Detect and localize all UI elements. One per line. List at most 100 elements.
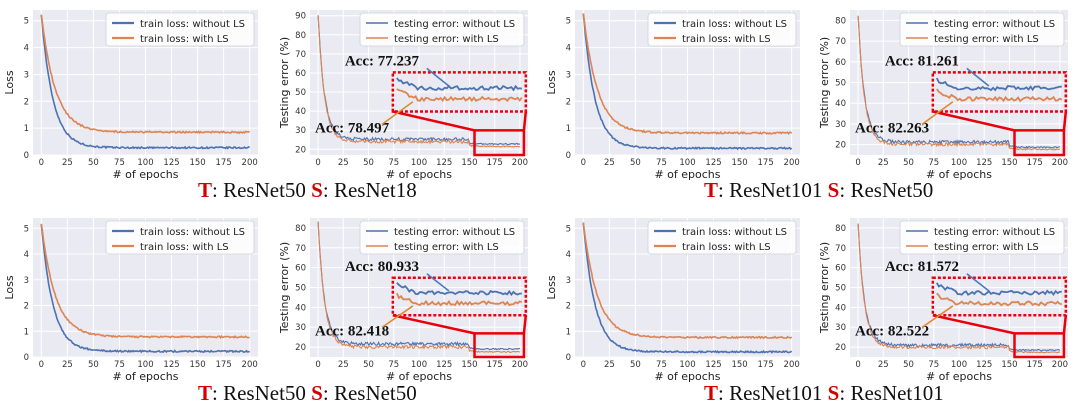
x-tick-label: 200 xyxy=(784,360,800,370)
y-tick-label: 80 xyxy=(295,224,306,234)
y-tick-label: 40 xyxy=(295,303,306,313)
accuracy-label-without-ls: Acc: 77.237 xyxy=(345,53,420,69)
caption-3-teacher-tag: T xyxy=(198,381,213,405)
zoom-inset-series-1 xyxy=(396,77,522,92)
y-axis-label: Testing error (%) xyxy=(278,37,291,129)
annotation-arrow-orange xyxy=(381,305,414,329)
x-tick-label: 50 xyxy=(88,158,99,168)
legend-label: testing error: without LS xyxy=(394,227,515,238)
x-tick-label: 100 xyxy=(137,360,153,370)
y-tick-label: 60 xyxy=(295,69,306,79)
x-tick-label: 75 xyxy=(388,360,399,370)
y-tick-label: 2 xyxy=(566,302,571,312)
x-tick-label: 150 xyxy=(189,360,205,370)
zoom-inset-series-1 xyxy=(396,282,522,297)
zoom-inset-box xyxy=(931,71,1068,113)
x-axis-label: # of epochs xyxy=(654,370,720,383)
caption-4: T: ResNet101 S: ResNet101 xyxy=(704,381,944,406)
zoom-inset-box xyxy=(391,276,528,317)
x-tick-label: 150 xyxy=(731,158,747,168)
y-tick-label: 40 xyxy=(835,99,846,109)
annotation-arrow-orange xyxy=(381,101,414,125)
x-tick-label: 75 xyxy=(928,158,939,168)
caption-1-teacher-text: : ResNet50 xyxy=(212,178,312,202)
annotation-arrow-orange xyxy=(921,305,954,329)
y-tick-label: 50 xyxy=(295,284,306,294)
caption-4-teacher-text: : ResNet101 xyxy=(718,381,828,405)
y-tick-label: 30 xyxy=(835,323,846,333)
chart-panel-5: 0 25 50 75 100 125 150 175 200 0 1 2 3 4 5 # of epochs L… xyxy=(3,218,258,383)
x-tick-label: 25 xyxy=(878,360,889,370)
x-axis-label: # of epochs xyxy=(386,370,452,383)
accuracy-label-with-ls: Acc: 78.497 xyxy=(315,120,390,136)
y-tick-label: 60 xyxy=(295,264,306,274)
zoom-inset-series-1 xyxy=(935,77,1062,92)
x-tick-label: 150 xyxy=(189,158,205,168)
x-tick-label: 200 xyxy=(512,360,528,370)
x-tick-label: 100 xyxy=(679,158,695,168)
y-tick-label: 4 xyxy=(24,250,29,260)
x-tick-label: 25 xyxy=(878,158,889,168)
x-tick-label: 175 xyxy=(758,158,774,168)
zoom-inset-series-1 xyxy=(936,282,1062,297)
legend-label: testing error: with LS xyxy=(934,242,1039,253)
x-axis-label: # of epochs xyxy=(926,168,992,181)
y-tick-label: 5 xyxy=(24,17,29,27)
x-tick-label: 75 xyxy=(114,158,125,168)
x-tick-label: 100 xyxy=(137,158,153,168)
zoom-source-box xyxy=(1013,332,1066,359)
series-line-2 xyxy=(317,221,520,354)
y-tick-label: 20 xyxy=(295,343,306,353)
zoom-source-box xyxy=(1013,129,1066,157)
series-line-2 xyxy=(317,15,521,148)
x-tick-label: 50 xyxy=(903,360,914,370)
y-axis-label: Testing error (%) xyxy=(278,242,291,334)
x-tick-label: 125 xyxy=(436,360,452,370)
legend-label: train loss: with LS xyxy=(140,34,229,45)
x-tick-label: 125 xyxy=(705,158,721,168)
legend-box xyxy=(647,220,797,255)
zoom-source-box xyxy=(473,332,526,359)
accuracy-label-with-ls: Acc: 82.418 xyxy=(315,323,389,339)
annotation-arrow-blue xyxy=(966,273,990,292)
x-axis-label: # of epochs xyxy=(654,168,720,181)
y-tick-label: 1 xyxy=(24,124,29,134)
x-tick-label: 175 xyxy=(758,360,774,370)
accuracy-label-with-ls: Acc: 82.522 xyxy=(855,323,929,339)
y-tick-label: 1 xyxy=(566,327,571,337)
y-tick-label: 40 xyxy=(835,303,846,313)
x-tick-label: 25 xyxy=(604,360,615,370)
caption-3: T: ResNet50 S: ResNet50 xyxy=(198,381,417,406)
y-tick-label: 60 xyxy=(835,58,846,68)
x-tick-label: 100 xyxy=(411,360,427,370)
y-tick-label: 1 xyxy=(566,124,571,134)
y-tick-label: 2 xyxy=(24,302,29,312)
x-tick-label: 100 xyxy=(951,360,967,370)
zoom-source-box xyxy=(473,129,526,157)
y-tick-label: 20 xyxy=(835,343,846,353)
legend-label: testing error: without LS xyxy=(934,19,1055,30)
y-tick-label: 3 xyxy=(24,276,29,286)
x-axis-label: # of epochs xyxy=(386,168,452,181)
chart-panel-1: 0 25 50 75 100 125 150 175 200 0 1 2 3 4 5 # of epochs L… xyxy=(3,10,258,181)
y-tick-label: 70 xyxy=(295,244,306,254)
x-tick-label: 75 xyxy=(114,360,125,370)
series-line-1 xyxy=(40,14,250,150)
x-tick-label: 175 xyxy=(487,158,503,168)
y-tick-label: 3 xyxy=(566,70,571,80)
x-tick-label: 25 xyxy=(62,158,73,168)
y-tick-label: 3 xyxy=(24,70,29,80)
series-line-2 xyxy=(857,223,1061,354)
zoom-inset-box xyxy=(931,276,1068,317)
x-tick-label: 125 xyxy=(163,158,179,168)
y-tick-label: 20 xyxy=(835,141,846,151)
chart-panel-8: 0 25 50 75 100 125 150 175 200 20 30 40 50 60 70 80 # of… xyxy=(818,218,1068,383)
y-axis-label: Loss xyxy=(3,275,16,299)
y-axis-label: Testing error (%) xyxy=(818,242,831,334)
zoom-connector-right xyxy=(1062,111,1068,131)
legend-box xyxy=(899,220,1065,255)
y-tick-label: 20 xyxy=(295,145,306,155)
x-tick-label: 25 xyxy=(338,360,349,370)
zoom-connector-left xyxy=(932,110,1015,132)
x-tick-label: 200 xyxy=(242,360,258,370)
